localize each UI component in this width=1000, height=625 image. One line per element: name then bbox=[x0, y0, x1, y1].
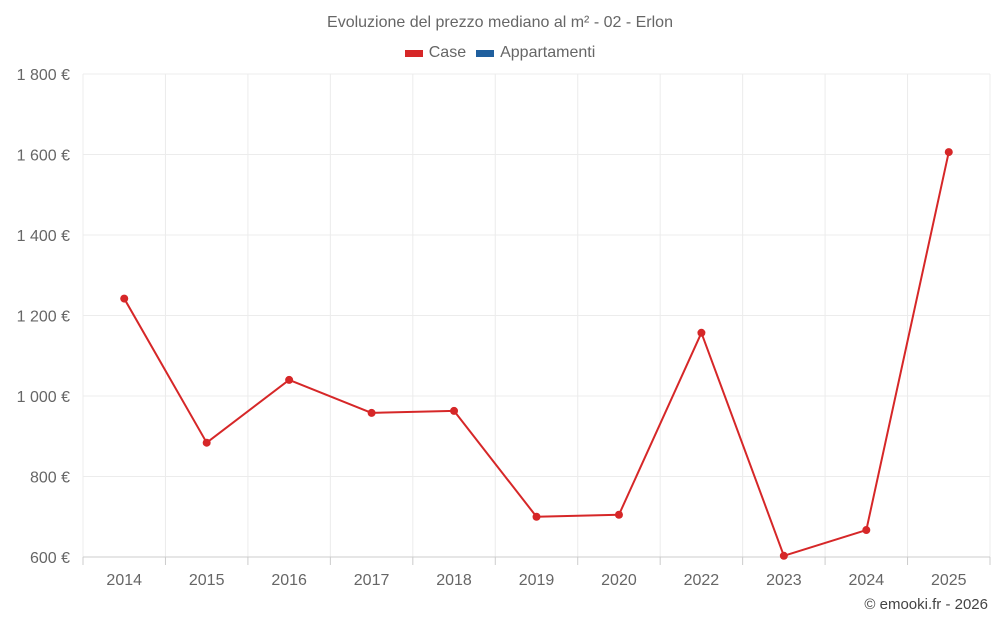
legend-swatch-appartamenti bbox=[476, 49, 495, 57]
x-tick-label: 2025 bbox=[931, 572, 967, 589]
data-point bbox=[367, 408, 376, 417]
data-point bbox=[202, 438, 211, 447]
legend: Case Appartamenti bbox=[0, 44, 1000, 62]
x-tick-label: 2024 bbox=[849, 572, 885, 589]
y-tick-label: 1 400 € bbox=[17, 228, 70, 245]
legend-label-case: Case bbox=[428, 44, 467, 61]
x-tick-label: 2020 bbox=[601, 572, 637, 589]
y-tick-label: 1 200 € bbox=[17, 309, 70, 326]
x-tick-label: 2018 bbox=[436, 572, 472, 589]
data-point bbox=[532, 512, 541, 521]
chart-title: Evoluzione del prezzo mediano al m² - 02… bbox=[327, 14, 673, 31]
legend-swatch-case bbox=[404, 49, 423, 57]
y-tick-label: 800 € bbox=[30, 470, 70, 487]
y-tick-label: 1 000 € bbox=[17, 389, 70, 406]
legend-item-appartamenti[interactable]: Appartamenti bbox=[476, 44, 595, 62]
x-tick-label: 2022 bbox=[684, 572, 720, 589]
x-tick-label: 2019 bbox=[519, 572, 555, 589]
data-point bbox=[779, 551, 788, 560]
data-point bbox=[862, 526, 871, 535]
data-point bbox=[450, 406, 459, 415]
y-tick-label: 1 600 € bbox=[17, 148, 70, 165]
x-tick-label: 2016 bbox=[271, 572, 307, 589]
x-tick-label: 2014 bbox=[106, 572, 142, 589]
credit-text: © emooki.fr - 2026 bbox=[864, 596, 988, 613]
legend-item-case[interactable]: Case bbox=[404, 44, 467, 62]
y-tick-label: 600 € bbox=[30, 550, 70, 567]
data-point bbox=[614, 510, 623, 519]
legend-label-appartamenti: Appartamenti bbox=[500, 44, 596, 61]
data-point bbox=[120, 294, 129, 303]
x-tick-label: 2015 bbox=[189, 572, 225, 589]
data-point bbox=[285, 375, 294, 384]
x-tick-label: 2017 bbox=[354, 572, 390, 589]
y-tick-label: 1 800 € bbox=[17, 67, 70, 84]
x-tick-label: 2023 bbox=[766, 572, 802, 589]
data-point bbox=[697, 328, 706, 337]
data-point bbox=[944, 148, 953, 157]
